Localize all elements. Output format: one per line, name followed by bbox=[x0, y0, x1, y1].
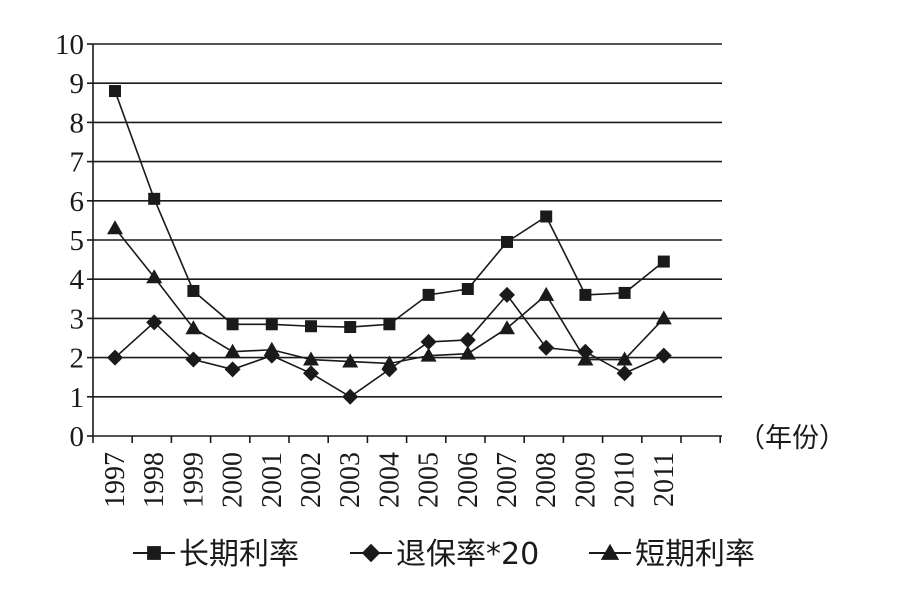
diamond-marker bbox=[146, 314, 163, 331]
diamond-marker bbox=[185, 351, 202, 368]
square-marker bbox=[265, 318, 278, 331]
triangle-marker bbox=[381, 355, 398, 370]
x-tick-label: 2011 bbox=[649, 452, 680, 507]
legend-label: 长期利率 bbox=[179, 537, 299, 572]
diamond-marker bbox=[342, 388, 359, 405]
triangle-marker bbox=[146, 269, 163, 284]
legend-item: 退保率*20 bbox=[350, 537, 539, 572]
square-marker bbox=[618, 286, 631, 299]
x-tick-label: 2000 bbox=[218, 452, 249, 508]
y-tick-label: 8 bbox=[70, 107, 85, 139]
square-marker bbox=[540, 210, 553, 223]
y-tick-label: 7 bbox=[70, 147, 85, 179]
triangle-marker bbox=[303, 351, 319, 366]
x-tick-label: 2006 bbox=[453, 452, 484, 508]
triangle-marker bbox=[107, 220, 123, 235]
triangle-marker bbox=[420, 347, 437, 362]
x-axis-tick-labels: 1997 1998 1999 2000 2001 2002 2003 2004 2005 2006… bbox=[100, 452, 680, 508]
x-tick-label: 2001 bbox=[257, 452, 288, 508]
y-tick-label: 5 bbox=[70, 225, 85, 257]
diamond-marker bbox=[303, 365, 319, 382]
diamond-marker bbox=[459, 331, 476, 348]
diamond-marker bbox=[499, 286, 515, 303]
y-tick-label: 0 bbox=[70, 421, 85, 453]
y-tick-label: 6 bbox=[70, 186, 85, 218]
square-marker bbox=[187, 284, 200, 297]
legend-label: 短期利率 bbox=[635, 537, 755, 572]
legend: 长期利率 退保率*20 短期利率 bbox=[133, 537, 755, 572]
square-marker bbox=[147, 546, 161, 560]
x-tick-label: 2009 bbox=[570, 452, 601, 508]
y-tick-label: 9 bbox=[70, 68, 85, 100]
gridlines bbox=[93, 43, 722, 398]
x-tick-label: 1999 bbox=[178, 452, 209, 508]
y-tick-label: 1 bbox=[70, 382, 85, 414]
triangle-marker bbox=[600, 543, 620, 560]
legend-label: 退保率*20 bbox=[396, 537, 539, 572]
triangle-marker bbox=[616, 351, 633, 366]
square-marker bbox=[305, 320, 317, 333]
diamond-marker bbox=[538, 339, 555, 356]
x-tick-label: 1997 bbox=[100, 452, 131, 508]
legend-item: 短期利率 bbox=[589, 537, 755, 572]
diamond-marker bbox=[224, 361, 241, 378]
y-axis-tick-labels: 0 1 2 3 4 5 6 7 8 9 10 bbox=[55, 29, 85, 453]
y-tick-label: 4 bbox=[70, 264, 85, 296]
square-marker bbox=[148, 192, 161, 205]
y-tick-label: 10 bbox=[55, 29, 84, 61]
x-tick-label: 2008 bbox=[531, 452, 562, 508]
axes bbox=[87, 43, 722, 443]
series-1 bbox=[109, 85, 670, 334]
x-tick-label: 2002 bbox=[296, 452, 327, 508]
square-marker bbox=[422, 288, 435, 301]
series-group bbox=[107, 85, 672, 405]
square-marker bbox=[109, 85, 121, 98]
triangle-marker bbox=[342, 353, 359, 368]
square-marker bbox=[383, 318, 396, 331]
triangle-marker bbox=[224, 343, 241, 358]
triangle-marker bbox=[655, 310, 672, 325]
x-tick-label: 2010 bbox=[610, 452, 641, 508]
square-marker bbox=[501, 235, 513, 248]
square-marker bbox=[657, 255, 670, 268]
square-marker bbox=[226, 318, 239, 331]
triangle-marker bbox=[577, 351, 594, 366]
x-tick-label: 2003 bbox=[335, 452, 366, 508]
triangle-marker bbox=[263, 341, 280, 356]
x-axis-unit-label: （年份） bbox=[738, 423, 846, 453]
diamond-marker bbox=[107, 349, 123, 366]
diamond-marker bbox=[616, 365, 633, 382]
diamond-marker bbox=[655, 347, 672, 364]
x-tick-label: 2005 bbox=[414, 452, 445, 508]
series-line bbox=[114, 293, 665, 398]
x-tick-label: 2007 bbox=[492, 452, 523, 508]
y-tick-label: 2 bbox=[70, 343, 85, 375]
x-tick-label: 2004 bbox=[374, 452, 405, 508]
triangle-marker bbox=[459, 345, 476, 360]
triangle-marker bbox=[538, 286, 555, 301]
diamond-marker bbox=[361, 543, 381, 563]
square-marker bbox=[344, 321, 357, 334]
square-marker bbox=[461, 283, 474, 295]
series-3 bbox=[107, 220, 672, 370]
y-tick-label: 3 bbox=[70, 303, 85, 335]
triangle-marker bbox=[185, 320, 202, 335]
series-2 bbox=[107, 286, 672, 405]
square-marker bbox=[579, 288, 592, 301]
triangle-marker bbox=[499, 320, 515, 335]
legend-item: 长期利率 bbox=[133, 537, 299, 572]
x-tick-label: 1998 bbox=[139, 452, 170, 508]
diamond-marker bbox=[420, 333, 437, 350]
